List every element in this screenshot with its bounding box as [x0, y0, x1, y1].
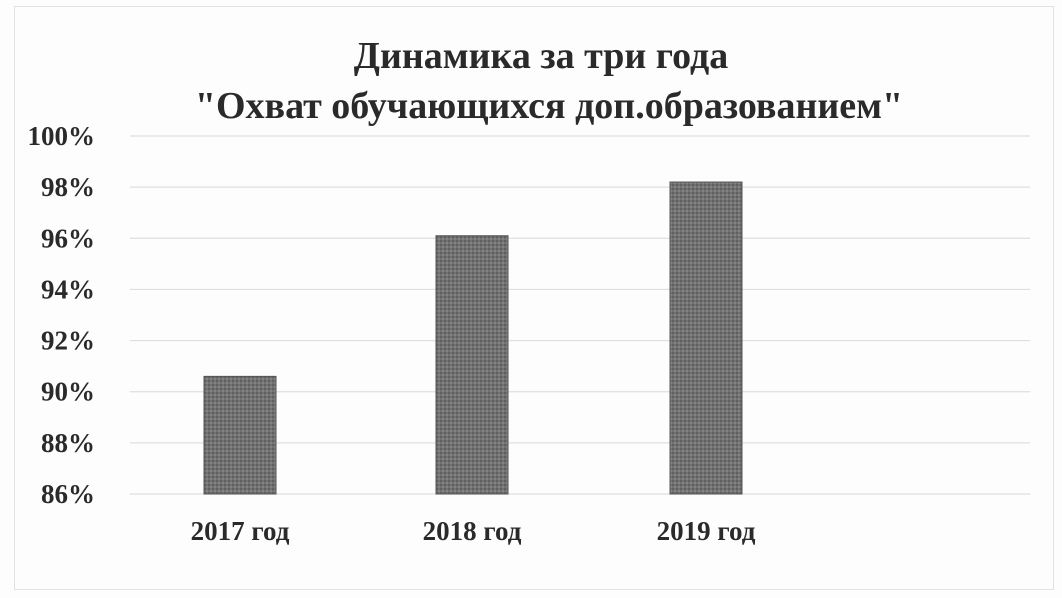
y-axis-tick-labels: 86% 88% 90% 92% 94% 96% 98% 100% — [28, 121, 96, 509]
bar — [203, 375, 277, 495]
y-tick-label: 92% — [41, 326, 95, 356]
bars — [203, 181, 743, 495]
y-tick-label: 98% — [41, 172, 95, 202]
y-tick-label: 86% — [41, 479, 95, 509]
gridlines — [130, 135, 1030, 495]
chart-title: Динамика за три года — [353, 35, 729, 77]
chart-subtitle: "Охват обучающихся доп.образованием" — [194, 85, 904, 127]
category-label: 2017 год — [191, 516, 290, 546]
bar — [669, 181, 743, 495]
bar — [435, 235, 509, 495]
category-label: 2019 год — [657, 516, 756, 546]
x-axis-category-labels: 2017 год 2018 год 2019 год — [191, 516, 756, 546]
y-tick-label: 88% — [41, 428, 95, 458]
y-tick-label: 90% — [41, 377, 95, 407]
y-tick-label: 96% — [41, 223, 95, 253]
chart-border — [14, 6, 1054, 590]
y-tick-label: 94% — [41, 274, 95, 304]
y-tick-label: 100% — [28, 121, 96, 151]
category-label: 2018 год — [423, 516, 522, 546]
